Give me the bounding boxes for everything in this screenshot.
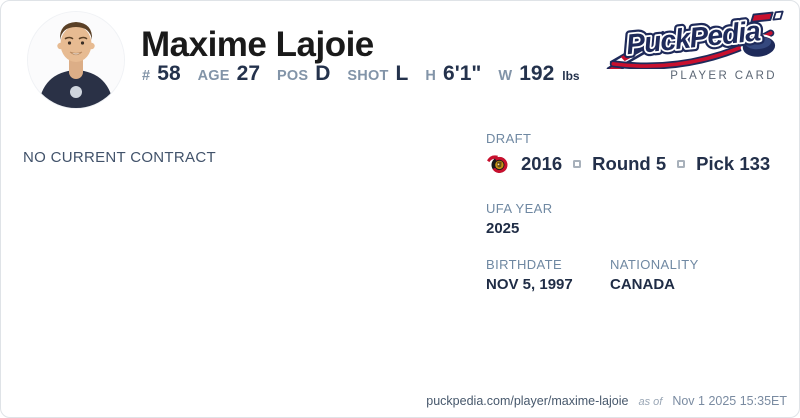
stat-label: W <box>498 68 513 84</box>
stat-value: 192 <box>519 62 555 85</box>
footer: puckpedia.com/player/maxime-lajoie as of… <box>426 394 787 408</box>
contract-status: NO CURRENT CONTRACT <box>23 149 216 166</box>
birthdate-value: NOV 5, 1997 <box>486 276 573 293</box>
nationality-block: NATIONALITY CANADA <box>610 257 710 293</box>
snapshot-timestamp: Nov 1 2025 15:35ET <box>672 394 787 408</box>
separator-icon <box>677 160 686 168</box>
draft-pick: Pick 133 <box>696 153 771 174</box>
nationality-value: CANADA <box>610 276 675 293</box>
stat-label: POS <box>277 68 309 84</box>
stat-label: SHOT <box>347 68 389 84</box>
nationality-label: NATIONALITY <box>610 257 699 272</box>
stat-height: H 6'1" <box>425 62 481 86</box>
ufa-year-value: 2025 <box>486 220 520 237</box>
as-of-label: as of <box>638 396 663 408</box>
stat-position: POS D <box>277 62 330 86</box>
player-page-url[interactable]: puckpedia.com/player/maxime-lajoie <box>426 394 629 408</box>
birth-nationality-row: BIRTHDATE NOV 5, 1997 NATIONALITY CANADA <box>486 257 786 293</box>
birthdate-label: BIRTHDATE <box>486 257 563 272</box>
stat-value: 27 <box>236 62 261 85</box>
player-photo-icon <box>28 12 124 108</box>
birthdate-block: BIRTHDATE NOV 5, 1997 <box>486 257 586 293</box>
ottawa-senators-logo-icon <box>486 153 510 175</box>
draft-label: DRAFT <box>486 131 532 146</box>
player-stats-row: # 58 AGE 27 POS D SHOT L H 6'1" W 192 lb… <box>142 62 580 86</box>
brand-block: PuckPedia PuckPedia PLAYER CARD <box>605 7 785 82</box>
stat-value: D <box>315 62 331 85</box>
stat-label: # <box>142 68 151 84</box>
stat-weight: W 192 lbs <box>498 62 579 86</box>
brand-tagline: PLAYER CARD <box>670 70 777 82</box>
draft-round: Round 5 <box>592 153 667 174</box>
puckpedia-logo-icon: PuckPedia PuckPedia <box>606 10 784 69</box>
details-panel: DRAFT 2016 Round 5 Pick 133 UFA YEAR 202… <box>486 131 786 293</box>
stat-unit: lbs <box>562 69 580 83</box>
ufa-year-label: UFA YEAR <box>486 201 553 216</box>
player-name: Maxime Lajoie <box>141 25 374 64</box>
stat-age: AGE 27 <box>198 62 260 86</box>
player-photo <box>28 12 124 108</box>
draft-year: 2016 <box>521 153 563 174</box>
stat-label: H <box>425 68 437 84</box>
separator-icon <box>573 160 582 168</box>
stat-number: # 58 <box>142 62 181 86</box>
stat-shot: SHOT L <box>347 62 408 86</box>
draft-row: 2016 Round 5 Pick 133 <box>486 152 786 176</box>
brand-wordmark: PuckPedia <box>625 14 762 60</box>
stat-value: 6'1" <box>443 62 482 85</box>
stat-value: 58 <box>157 62 181 85</box>
stat-value: L <box>395 62 409 85</box>
stat-label: AGE <box>197 68 230 84</box>
